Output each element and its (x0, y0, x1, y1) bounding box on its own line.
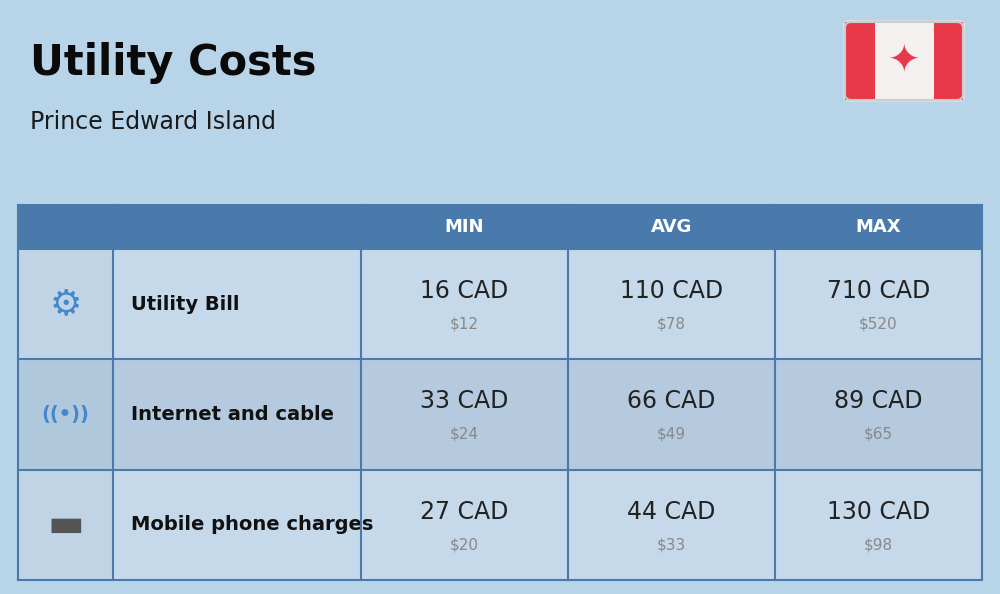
Text: 130 CAD: 130 CAD (827, 500, 930, 523)
Text: 27 CAD: 27 CAD (420, 500, 509, 523)
Text: 66 CAD: 66 CAD (627, 389, 716, 413)
Text: Prince Edward Island: Prince Edward Island (30, 110, 276, 134)
Text: $98: $98 (864, 537, 893, 552)
FancyBboxPatch shape (843, 20, 965, 102)
Text: ▬: ▬ (47, 506, 84, 544)
Text: 16 CAD: 16 CAD (420, 279, 509, 303)
Bar (113, 470, 361, 580)
Text: 44 CAD: 44 CAD (627, 500, 716, 523)
Text: ✦: ✦ (888, 42, 920, 80)
Text: $49: $49 (657, 427, 686, 442)
Text: MIN: MIN (445, 218, 484, 236)
Text: $20: $20 (450, 537, 479, 552)
Bar (113, 249, 361, 359)
Bar (18, 359, 113, 470)
Text: Utility Bill: Utility Bill (131, 295, 240, 314)
Bar (775, 205, 982, 249)
Text: $24: $24 (450, 427, 479, 442)
FancyBboxPatch shape (874, 22, 934, 100)
Text: ((•)): ((•)) (42, 405, 89, 424)
Bar (113, 205, 361, 249)
Text: $65: $65 (864, 427, 893, 442)
Text: $33: $33 (657, 537, 686, 552)
Bar (113, 359, 361, 470)
Bar (18, 470, 982, 580)
Bar (361, 205, 568, 249)
Bar (18, 205, 113, 249)
Text: 33 CAD: 33 CAD (420, 389, 509, 413)
Bar (18, 249, 982, 359)
Bar (18, 359, 982, 470)
FancyBboxPatch shape (845, 22, 874, 100)
Text: $12: $12 (450, 317, 479, 331)
Text: ⚙: ⚙ (49, 287, 82, 321)
Bar (18, 470, 113, 580)
Text: Internet and cable: Internet and cable (131, 405, 334, 424)
Text: MAX: MAX (856, 218, 901, 236)
Text: AVG: AVG (651, 218, 692, 236)
Text: 710 CAD: 710 CAD (827, 279, 930, 303)
Text: $520: $520 (859, 317, 898, 331)
Text: $78: $78 (657, 317, 686, 331)
Bar (568, 205, 775, 249)
FancyBboxPatch shape (934, 22, 963, 100)
Text: 89 CAD: 89 CAD (834, 389, 923, 413)
Bar (18, 249, 113, 359)
Text: 110 CAD: 110 CAD (620, 279, 723, 303)
Text: Utility Costs: Utility Costs (30, 42, 316, 84)
Text: Mobile phone charges: Mobile phone charges (131, 516, 373, 535)
